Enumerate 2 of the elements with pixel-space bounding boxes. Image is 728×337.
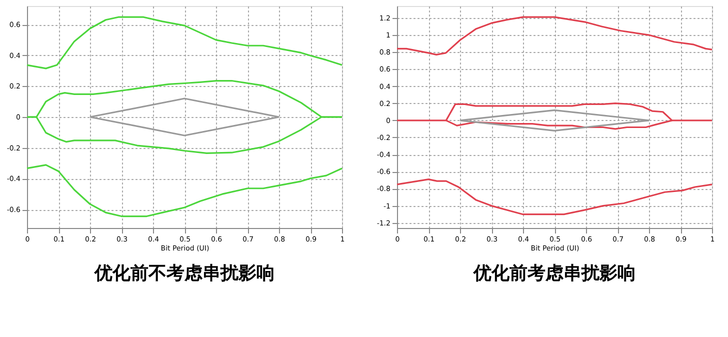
text: 优化前考虑串扰影响 [472,263,636,284]
text: 优化前不考虑串扰影响 [94,263,274,284]
